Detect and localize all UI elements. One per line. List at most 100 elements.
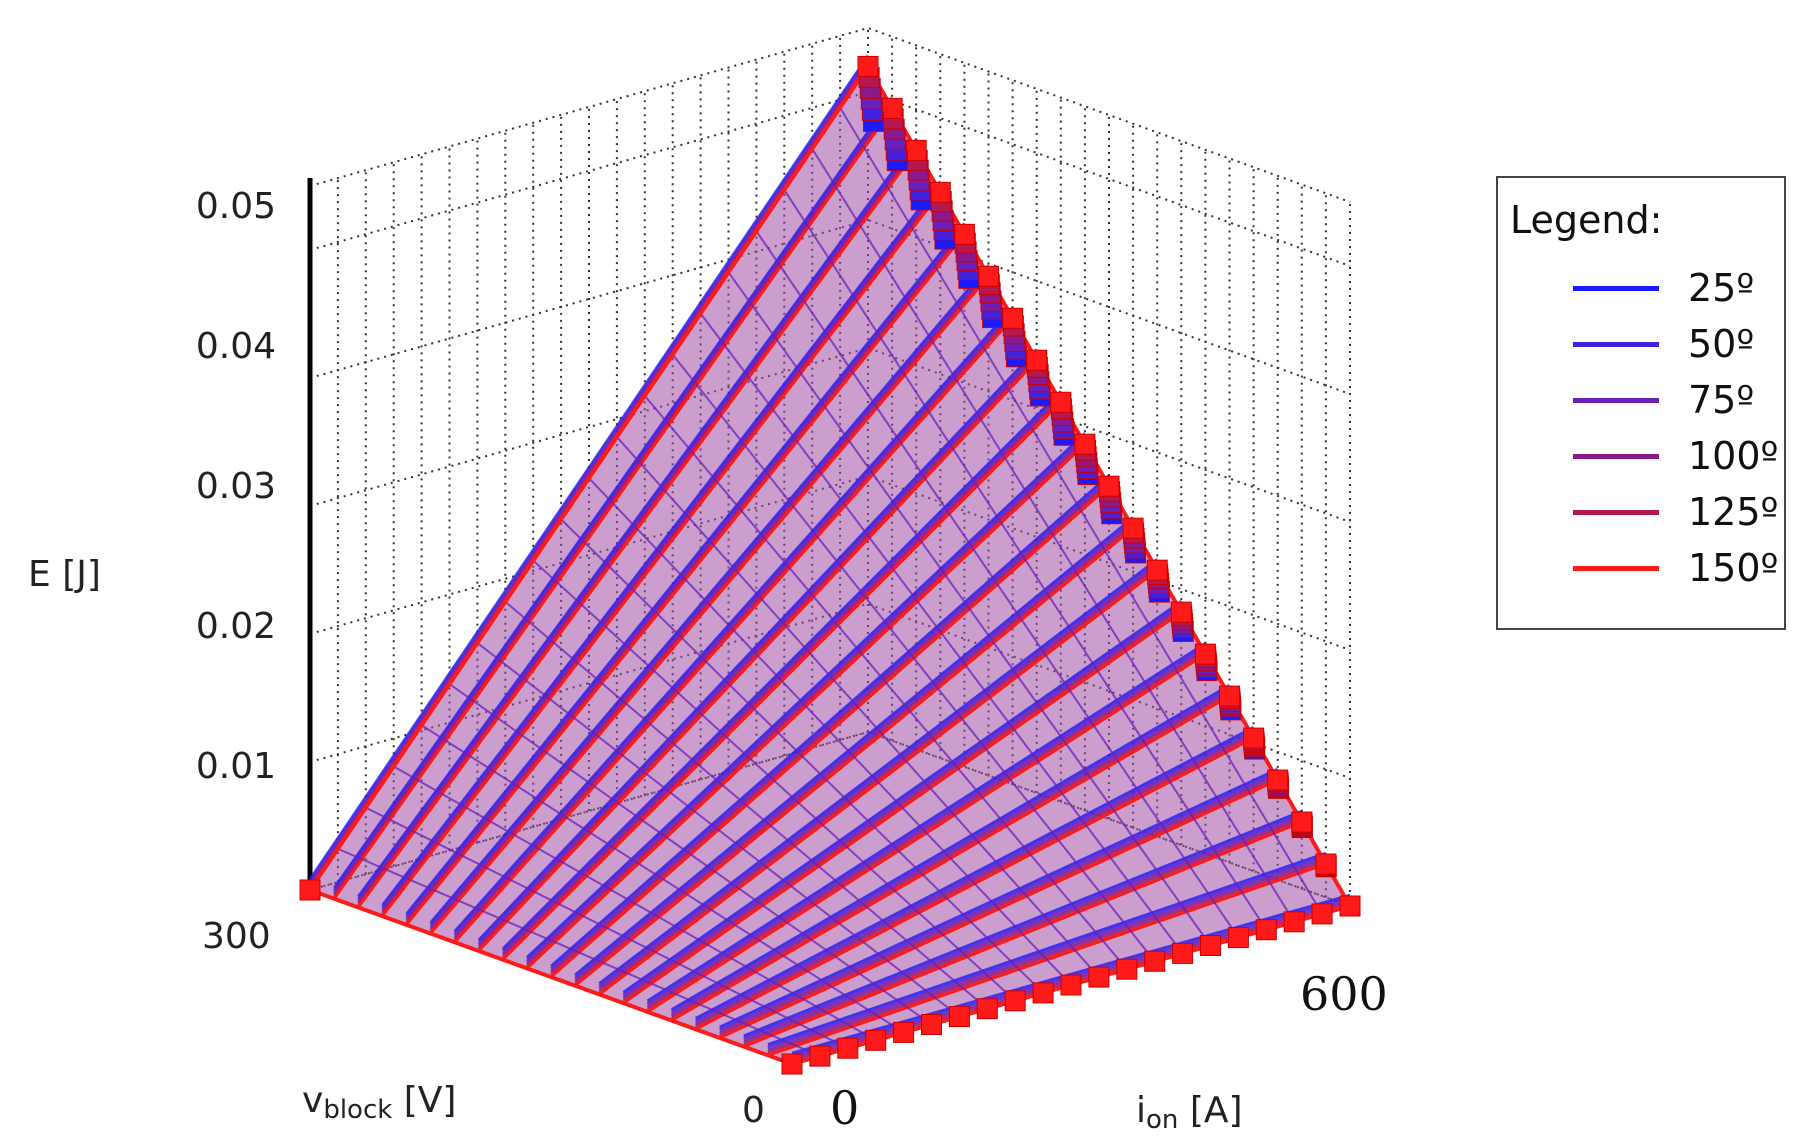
series-line	[811, 148, 1296, 923]
data-point	[1243, 727, 1265, 749]
legend-label: 125º	[1688, 490, 1779, 534]
series-line	[695, 730, 1255, 1024]
series-line	[616, 436, 1100, 978]
legend-item: 75º	[1498, 372, 1786, 428]
series-line	[501, 399, 1062, 959]
data-point	[1315, 853, 1337, 875]
series-line	[767, 851, 1327, 1046]
series-line	[622, 608, 1183, 1002]
data-point	[1255, 919, 1277, 941]
series-line	[839, 107, 1323, 915]
data-point	[1267, 769, 1289, 791]
edge-line	[308, 65, 870, 892]
series-line	[429, 266, 990, 926]
data-point	[1116, 958, 1138, 980]
data-point	[1026, 349, 1048, 371]
series-line	[504, 600, 988, 1010]
data-point	[1032, 982, 1054, 1004]
series-line	[646, 644, 1207, 1005]
series-line	[429, 268, 990, 928]
data-point	[781, 1053, 803, 1075]
data-point	[1172, 942, 1194, 964]
data-point	[1170, 601, 1192, 623]
series-line	[429, 271, 990, 930]
series-line	[574, 522, 1134, 983]
data-point	[1283, 911, 1305, 933]
series-line	[526, 436, 1086, 963]
legend-label: 25º	[1688, 266, 1755, 310]
series-line	[337, 847, 821, 1058]
series-line	[574, 518, 1134, 978]
series-line	[421, 724, 905, 1034]
z-tick-0.03: 0.03	[196, 466, 276, 507]
legend-swatch	[1573, 286, 1659, 291]
legend-swatch	[1573, 342, 1659, 347]
markers	[299, 55, 1361, 1075]
series-line	[719, 772, 1279, 1033]
series-line	[501, 390, 1062, 950]
series-line	[405, 224, 966, 917]
data-point	[976, 998, 998, 1020]
series-line	[755, 230, 1240, 939]
data-point	[1002, 307, 1024, 329]
series-line	[477, 348, 1038, 941]
data-point	[893, 1021, 915, 1043]
data-point	[1088, 966, 1110, 988]
series-line	[453, 306, 1014, 933]
y-tick-max: 300	[202, 916, 271, 957]
series-line	[477, 350, 1038, 943]
z-tick-0.02: 0.02	[196, 606, 276, 647]
series-line	[670, 692, 1231, 1020]
y-axis-label: vblock [V]	[302, 1080, 456, 1125]
series-line	[670, 690, 1231, 1018]
data-point	[1311, 903, 1333, 925]
series-line	[743, 809, 1303, 1037]
series-line	[381, 187, 942, 913]
series-line	[574, 520, 1134, 981]
series-line	[644, 395, 1128, 970]
legend-swatch	[1573, 454, 1659, 459]
y-tick-min: 0	[742, 1090, 765, 1131]
legend-item: 125º	[1498, 484, 1786, 540]
series-line	[699, 312, 1184, 955]
series-line	[381, 184, 942, 911]
series-line	[719, 767, 1279, 1029]
series-line	[550, 483, 1110, 976]
series-line	[727, 271, 1212, 947]
series-line	[453, 313, 1014, 939]
data-point	[1074, 433, 1096, 455]
x-tick-min: 0	[830, 1081, 859, 1135]
data-point	[809, 1045, 831, 1067]
series-line	[598, 562, 1158, 989]
edge-line	[309, 888, 793, 1066]
series-line	[550, 474, 1110, 967]
data-point	[865, 1029, 887, 1051]
series-line	[477, 357, 1038, 950]
data-point	[1060, 974, 1082, 996]
series-line	[532, 559, 1016, 1002]
series-line	[695, 725, 1255, 1020]
series-line	[405, 222, 966, 915]
series-line	[767, 854, 1327, 1048]
data-point	[881, 97, 903, 119]
data-point	[1227, 927, 1249, 949]
series-line	[743, 812, 1303, 1039]
series-line	[501, 396, 1062, 957]
series-line	[598, 566, 1158, 994]
series-line	[646, 648, 1207, 1009]
series-line	[767, 858, 1327, 1053]
data-point	[1200, 935, 1221, 956]
data-point	[299, 879, 321, 901]
legend-title: Legend:	[1510, 198, 1663, 242]
series-line	[719, 776, 1279, 1037]
legend-label: 100º	[1688, 434, 1779, 478]
legend-item: 25º	[1498, 260, 1786, 316]
legend-swatch	[1573, 566, 1659, 571]
series-line	[333, 103, 894, 896]
data-point	[1144, 950, 1166, 972]
series-line	[783, 189, 1268, 931]
series-line	[365, 806, 849, 1050]
series-line	[526, 441, 1086, 968]
series-line	[453, 310, 1014, 937]
